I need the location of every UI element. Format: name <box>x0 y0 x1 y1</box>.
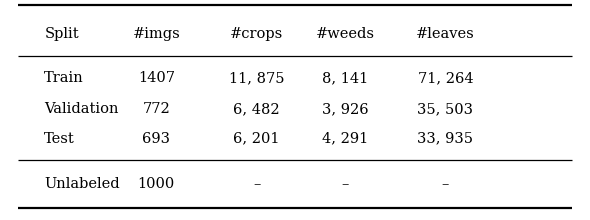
Text: –: – <box>253 177 260 191</box>
Text: #weeds: #weeds <box>316 27 375 41</box>
Text: #imgs: #imgs <box>133 27 180 41</box>
Text: 71, 264: 71, 264 <box>418 71 473 85</box>
Text: 11, 875: 11, 875 <box>229 71 284 85</box>
Text: Split: Split <box>44 27 79 41</box>
Text: 693: 693 <box>142 132 171 146</box>
Text: 4, 291: 4, 291 <box>322 132 368 146</box>
Text: 6, 482: 6, 482 <box>233 102 280 116</box>
Text: 6, 201: 6, 201 <box>234 132 280 146</box>
Text: #crops: #crops <box>230 27 283 41</box>
Text: 1407: 1407 <box>138 71 175 85</box>
Text: Test: Test <box>44 132 75 146</box>
Text: 33, 935: 33, 935 <box>418 132 473 146</box>
Text: 772: 772 <box>142 102 171 116</box>
Text: 1000: 1000 <box>137 177 175 191</box>
Text: 35, 503: 35, 503 <box>418 102 473 116</box>
Text: Train: Train <box>44 71 84 85</box>
Text: 8, 141: 8, 141 <box>322 71 368 85</box>
Text: –: – <box>342 177 349 191</box>
Text: Unlabeled: Unlabeled <box>44 177 120 191</box>
Text: Validation: Validation <box>44 102 119 116</box>
Text: 3, 926: 3, 926 <box>322 102 369 116</box>
Text: #leaves: #leaves <box>416 27 475 41</box>
Text: –: – <box>442 177 449 191</box>
